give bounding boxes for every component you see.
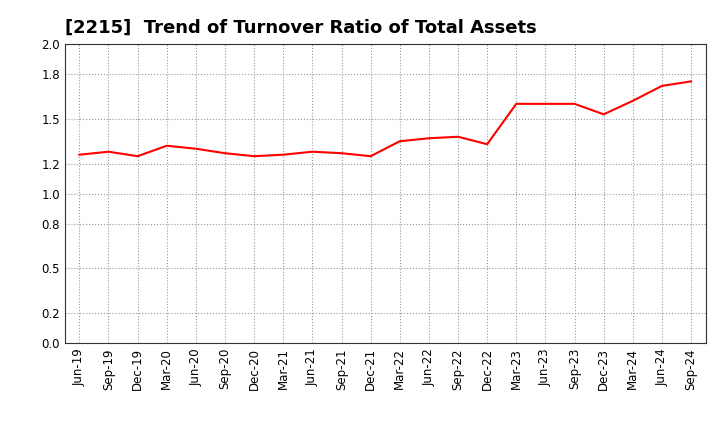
Text: [2215]  Trend of Turnover Ratio of Total Assets: [2215] Trend of Turnover Ratio of Total … bbox=[65, 19, 536, 37]
